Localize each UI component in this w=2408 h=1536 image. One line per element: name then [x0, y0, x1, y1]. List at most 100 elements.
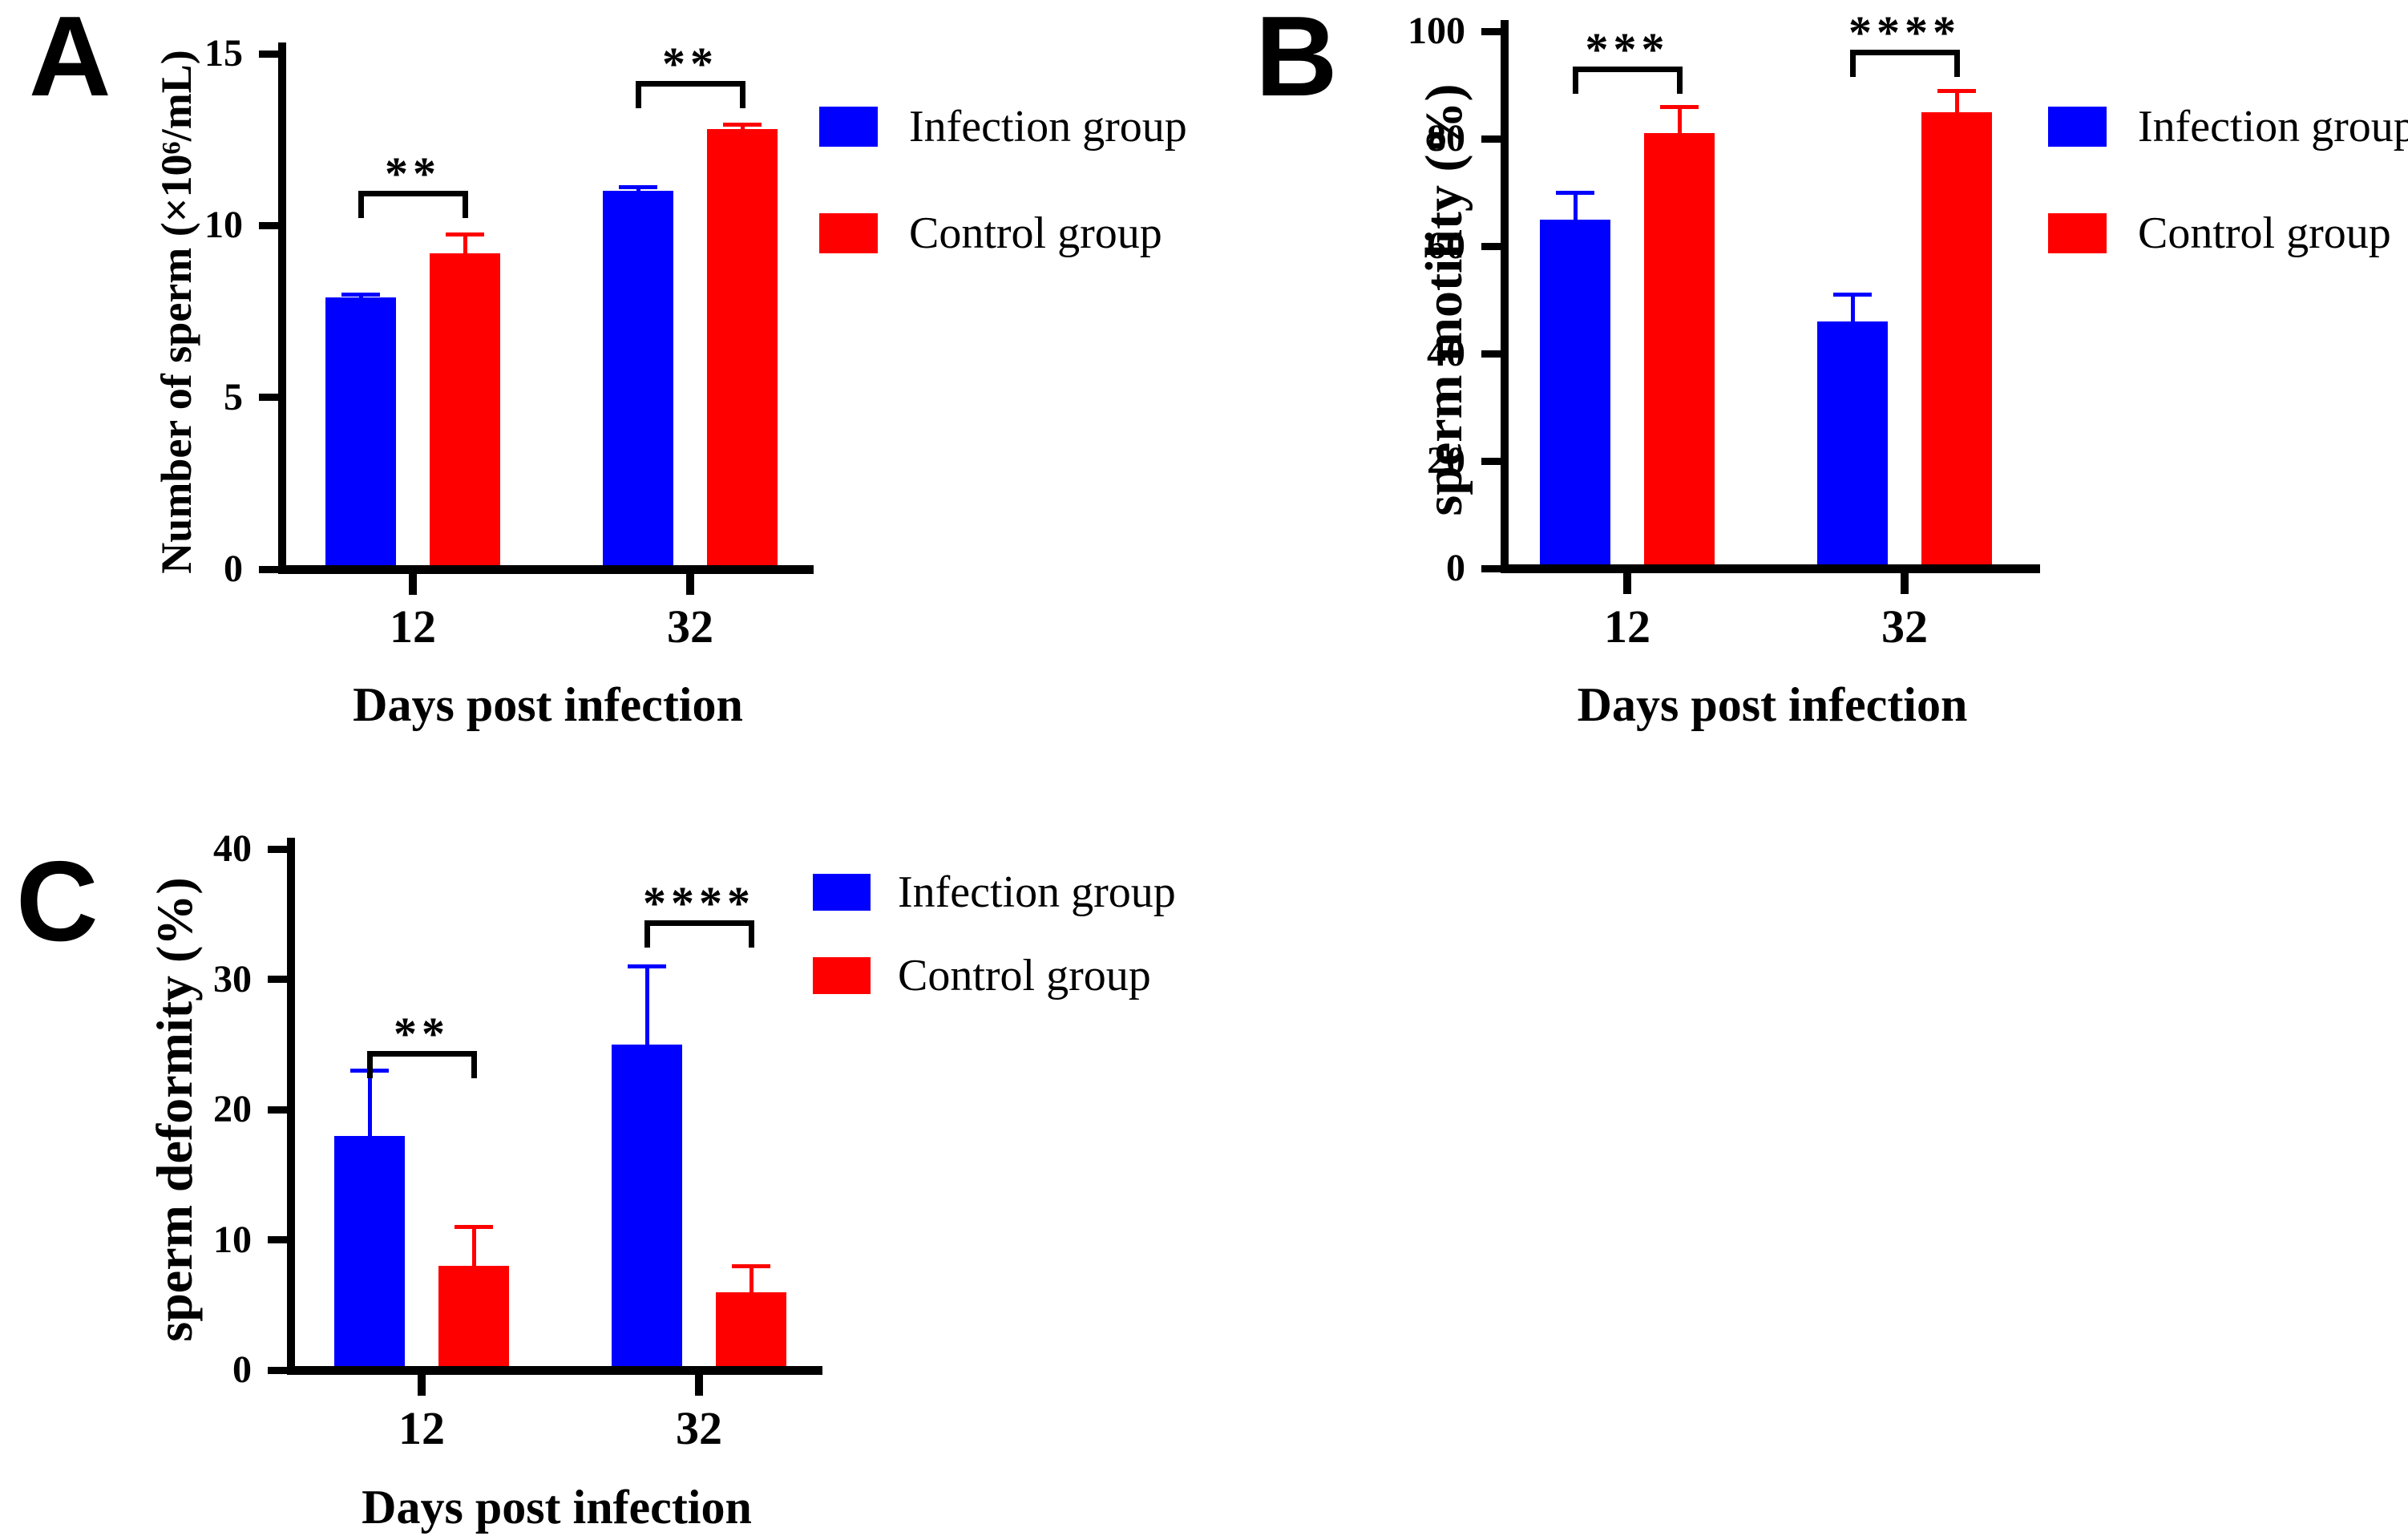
- bar-infection-12: [1540, 219, 1610, 572]
- significance-bracket-leg: [1849, 50, 1856, 78]
- y-tick-label: 20: [213, 1088, 252, 1130]
- legend-label: Control group: [909, 208, 1162, 258]
- error-bar-cap: [455, 1225, 493, 1230]
- error-bar-cap: [732, 1264, 770, 1268]
- significance-stars: **: [394, 1007, 450, 1060]
- significance-bracket: [635, 81, 745, 87]
- x-axis: [287, 1366, 822, 1375]
- bar-infection-12: [334, 1135, 405, 1373]
- y-axis: [278, 42, 286, 574]
- error-bar-control-12: [463, 234, 467, 255]
- legend-swatch-infection: [813, 874, 871, 911]
- bar-infection-32: [612, 1044, 682, 1373]
- bar-control-32: [716, 1291, 786, 1373]
- significance-bracket-leg: [1676, 66, 1683, 94]
- error-bar-cap: [341, 293, 380, 297]
- significance-bracket-leg: [1572, 66, 1578, 94]
- error-bar-control-12: [471, 1227, 476, 1267]
- bar-control-12: [430, 253, 500, 572]
- x-axis: [278, 565, 814, 574]
- significance-bracket-leg: [366, 1050, 373, 1078]
- error-bar-cap: [446, 232, 484, 237]
- significance-stars: **: [385, 148, 441, 200]
- significance-bracket: [1849, 50, 1960, 56]
- error-bar-infection-12: [1573, 192, 1578, 221]
- significance-stars: ****: [1848, 6, 1961, 59]
- panel-letter-A: A: [29, 0, 111, 120]
- panel-letter-B: B: [1255, 0, 1338, 120]
- y-tick: [259, 565, 278, 573]
- bar-infection-32: [603, 191, 673, 572]
- x-category-label: 12: [398, 1402, 445, 1454]
- significance-bracket-leg: [1953, 50, 1960, 78]
- x-category-label: 12: [390, 600, 436, 653]
- significance-bracket: [358, 191, 468, 197]
- y-tick: [1481, 564, 1501, 572]
- bar-control-32: [707, 129, 778, 572]
- error-bar-infection-32: [636, 187, 640, 193]
- x-category-label: 32: [676, 1402, 722, 1454]
- error-bar-cap: [1660, 104, 1699, 109]
- y-tick-label: 40: [213, 827, 252, 870]
- significance-bracket: [1572, 66, 1683, 72]
- significance-stars: ****: [643, 877, 755, 930]
- y-tick-label: 20: [1427, 439, 1465, 482]
- y-tick-label: 0: [224, 548, 243, 590]
- bar-control-12: [438, 1266, 509, 1373]
- significance-bracket-leg: [358, 191, 364, 219]
- y-tick: [268, 1236, 287, 1243]
- y-axis: [287, 838, 295, 1375]
- error-bar-cap: [1833, 293, 1872, 297]
- legend-label: Control group: [898, 951, 1151, 1000]
- y-tick: [1481, 350, 1501, 358]
- panel-letter-C: C: [16, 838, 99, 965]
- y-tick: [268, 1106, 287, 1114]
- legend-label: Infection group: [898, 867, 1176, 917]
- y-tick-label: 80: [1427, 117, 1465, 160]
- legend-label: Control group: [2138, 208, 2391, 258]
- y-tick-label: 100: [1408, 10, 1465, 52]
- y-tick-label: 30: [213, 957, 252, 1000]
- error-bar-cap: [619, 185, 657, 190]
- x-category-label: 32: [667, 600, 713, 653]
- error-bar-infection-32: [1850, 294, 1855, 323]
- significance-bracket-leg: [462, 191, 468, 219]
- x-category-label: 32: [1881, 600, 1928, 653]
- legend-swatch-infection: [2048, 107, 2107, 147]
- significance-stars: ***: [1585, 22, 1670, 75]
- y-tick: [1481, 457, 1501, 465]
- legend-swatch-control: [813, 957, 871, 994]
- bar-infection-12: [325, 297, 396, 572]
- significance-bracket-leg: [644, 920, 650, 948]
- x-tick: [1623, 573, 1631, 594]
- y-tick-label: 15: [204, 32, 243, 75]
- y-tick: [1481, 135, 1501, 143]
- y-tick-label: 0: [1446, 547, 1465, 589]
- y-axis: [1501, 20, 1509, 573]
- error-bar-infection-32: [644, 966, 649, 1046]
- significance-bracket-leg: [635, 81, 641, 109]
- y-tick: [1481, 27, 1501, 35]
- y-tick-label: 10: [204, 204, 243, 247]
- significance-bracket-leg: [471, 1050, 477, 1078]
- error-bar-control-32: [1954, 90, 1959, 114]
- y-tick: [268, 976, 287, 983]
- error-bar-cap: [1556, 191, 1594, 195]
- bar-infection-32: [1817, 321, 1888, 572]
- error-bar-control-32: [740, 123, 745, 131]
- error-bar-control-32: [749, 1266, 754, 1294]
- y-tick: [268, 845, 287, 853]
- x-tick: [695, 1375, 703, 1396]
- x-tick: [686, 574, 694, 595]
- legend-swatch-control: [2048, 213, 2107, 253]
- x-axis: [1501, 564, 2040, 573]
- error-bar-infection-12: [358, 294, 363, 300]
- x-tick: [1901, 573, 1909, 594]
- y-tick: [259, 221, 278, 229]
- y-tick-label: 5: [224, 375, 243, 418]
- legend-swatch-infection: [819, 107, 878, 147]
- y-tick: [1481, 242, 1501, 250]
